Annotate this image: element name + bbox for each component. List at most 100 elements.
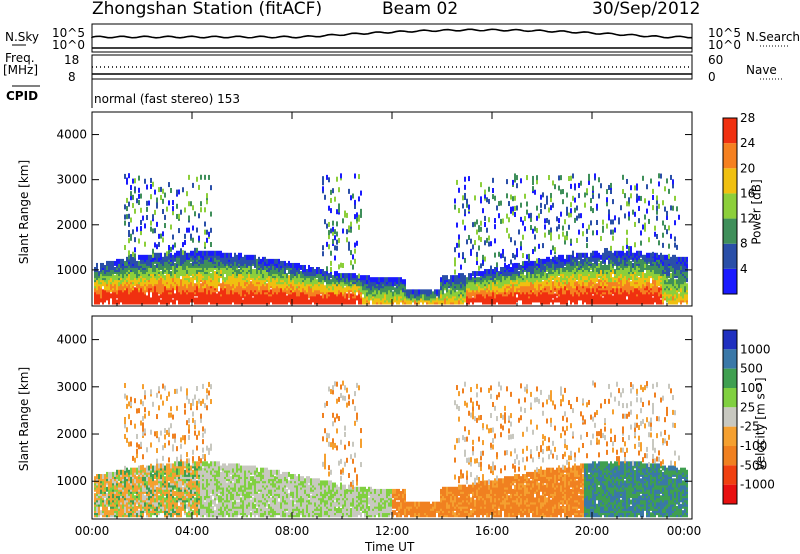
power-cell: [484, 193, 486, 199]
power-cell: [204, 241, 206, 247]
power-cell: [132, 178, 134, 184]
power-cell: [526, 209, 528, 215]
power-cell: [208, 231, 210, 237]
power-cell: [468, 234, 470, 240]
power-cell: [512, 253, 514, 259]
power-cell: [614, 227, 616, 233]
power-cell: [238, 281, 240, 287]
power-cell: [612, 252, 614, 258]
power-cell: [140, 291, 142, 297]
power-cell: [484, 269, 486, 275]
power-cell: [260, 258, 262, 264]
power-cell: [580, 279, 582, 285]
power-cell: [270, 258, 272, 264]
power-cell: [228, 285, 230, 291]
power-cell: [548, 273, 550, 279]
power-cell: [128, 221, 130, 227]
power-cell: [348, 241, 350, 247]
power-cell: [582, 258, 584, 264]
power-cell: [308, 293, 310, 299]
power-cell: [494, 195, 496, 201]
power-cell: [334, 289, 336, 295]
power-cell: [516, 248, 518, 254]
power-cell: [532, 260, 534, 266]
power-cell: [512, 196, 514, 202]
power-cell: [572, 279, 574, 285]
power-cell: [298, 299, 300, 305]
power-cell: [588, 224, 590, 230]
power-cell: [410, 289, 412, 295]
power-cell: [294, 262, 296, 268]
power-cell: [632, 285, 634, 291]
power-cell: [252, 258, 254, 264]
power-cell: [496, 293, 498, 299]
power-cell: [566, 192, 568, 198]
power-cell: [262, 283, 264, 289]
power-cell: [492, 281, 494, 287]
power-cell: [638, 277, 640, 283]
power-cell: [146, 206, 148, 212]
power-cell: [160, 299, 162, 305]
power-cell: [530, 281, 532, 287]
power-cell: [522, 273, 524, 279]
power-cell: [222, 252, 224, 258]
power-cell: [524, 293, 526, 299]
power-cell: [590, 252, 592, 258]
power-cell: [502, 248, 504, 254]
power-cell: [612, 269, 614, 275]
power-cell: [118, 285, 120, 291]
power-cell: [564, 235, 566, 241]
power-cell: [604, 262, 606, 268]
power-cell: [628, 215, 630, 221]
power-cell: [624, 295, 626, 301]
power-cell: [640, 277, 642, 283]
power-cell: [328, 221, 330, 227]
power-cell: [168, 200, 170, 206]
power-cell: [540, 258, 542, 264]
power-cell: [552, 202, 554, 208]
power-cell: [204, 229, 206, 235]
power-cell: [596, 283, 598, 289]
power-cell: [398, 289, 400, 295]
power-cell: [468, 176, 470, 182]
power-cell: [478, 277, 480, 283]
power-cell: [490, 241, 492, 247]
power-cell: [486, 237, 488, 243]
power-cell: [630, 185, 632, 191]
power-cell: [150, 220, 152, 226]
power-cell: [190, 201, 192, 207]
power-cell: [550, 262, 552, 268]
power-cell: [462, 273, 464, 279]
power-cell: [612, 281, 614, 287]
power-cell: [532, 175, 534, 181]
power-cell: [574, 281, 576, 287]
power-cell: [198, 250, 200, 256]
power-cell: [130, 217, 132, 223]
power-cell: [506, 227, 508, 233]
power-cell: [550, 269, 552, 275]
power-cell: [582, 277, 584, 283]
power-cell: [536, 258, 538, 264]
power-cell: [570, 254, 572, 260]
power-cell: [200, 275, 202, 281]
power-cell: [354, 173, 356, 179]
power-cell: [560, 211, 562, 217]
power-cell: [520, 216, 522, 222]
power-cell: [160, 252, 162, 258]
power-cell: [114, 267, 116, 273]
power-cell: [538, 269, 540, 275]
power-cell: [102, 262, 104, 268]
power-cell: [488, 285, 490, 291]
power-cell: [316, 289, 318, 295]
power-cell: [600, 254, 602, 260]
power-cell: [162, 209, 164, 215]
power-cell: [630, 260, 632, 266]
power-cell: [640, 258, 642, 264]
power-cell: [576, 258, 578, 264]
power-cell: [444, 283, 446, 289]
power-cell: [210, 256, 212, 262]
power-cell: [298, 275, 300, 281]
power-cell: [428, 289, 430, 295]
power-cell: [260, 262, 262, 268]
power-cell: [478, 295, 480, 301]
